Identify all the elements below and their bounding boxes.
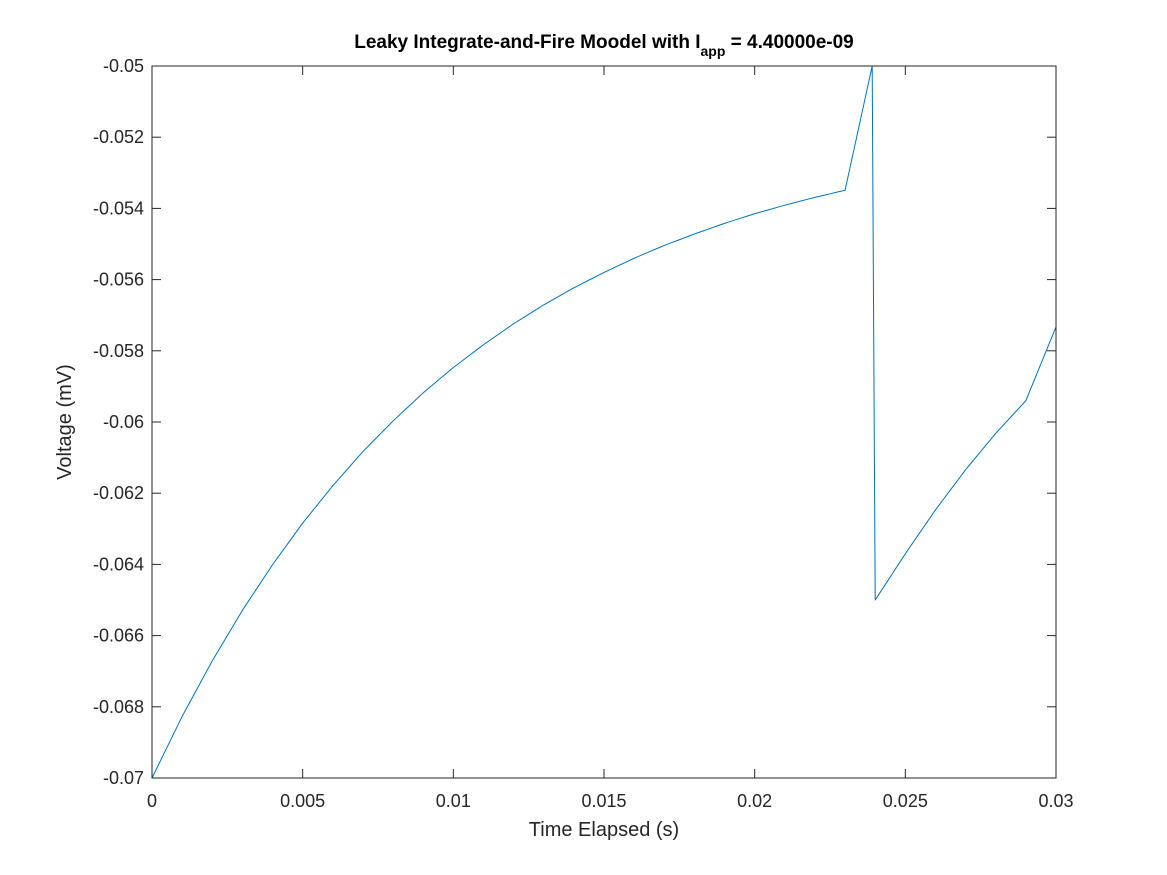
y-tick-label: -0.052 xyxy=(93,127,144,147)
x-tick-label: 0.01 xyxy=(436,791,471,811)
data-point xyxy=(423,392,424,393)
x-tick-label: 0.015 xyxy=(581,791,626,811)
data-point xyxy=(332,485,333,486)
x-tick-labels: 0 0.005 0.01 0.015 0.02 0.025 0.03 xyxy=(147,791,1074,811)
data-point xyxy=(242,610,243,611)
data-point xyxy=(814,197,815,198)
data-point xyxy=(935,509,936,510)
data-point xyxy=(603,272,604,273)
data-point xyxy=(664,245,665,246)
y-tick-label: -0.058 xyxy=(93,341,144,361)
data-point xyxy=(965,469,966,470)
data-point xyxy=(724,223,725,224)
data-point xyxy=(453,367,454,368)
data-point xyxy=(362,451,363,452)
chart-title-suffix: = 4.40000e-09 xyxy=(725,32,853,53)
chart-title: Leaky Integrate-and-Fire Moodel with Iap… xyxy=(354,32,854,59)
y-tick-label: -0.068 xyxy=(93,697,144,717)
y-axis-label: Voltage (mV) xyxy=(54,364,76,480)
x-tick-label: 0 xyxy=(147,791,157,811)
data-point xyxy=(392,420,393,421)
data-point xyxy=(272,564,273,565)
y-tick-label: -0.056 xyxy=(93,270,144,290)
series-line xyxy=(151,65,1057,779)
data-point xyxy=(754,213,755,214)
x-tick-label: 0.02 xyxy=(737,791,772,811)
data-point xyxy=(1025,400,1026,401)
y-tick-labels: -0.07 -0.068 -0.066 -0.064 -0.062 -0.06 -0.058… xyxy=(93,56,144,788)
data-point xyxy=(483,344,484,345)
data-point xyxy=(844,190,845,191)
plot-frame xyxy=(151,65,1057,779)
data-point xyxy=(694,233,695,234)
y-tick-label: -0.062 xyxy=(93,483,144,503)
data-point xyxy=(212,660,213,661)
y-tick-label: -0.054 xyxy=(93,198,144,218)
y-tick-label: -0.07 xyxy=(103,768,144,788)
chart-title-subscript: app xyxy=(701,43,726,59)
x-axis-label: Time Elapsed (s) xyxy=(529,819,679,841)
x-tick-label: 0.03 xyxy=(1038,791,1073,811)
plot-area xyxy=(152,66,1056,778)
data-point xyxy=(784,205,785,206)
y-tick-label: -0.064 xyxy=(93,554,144,574)
data-point xyxy=(995,433,996,434)
x-tick-label: 0.025 xyxy=(883,791,928,811)
x-tick-label: 0.005 xyxy=(280,791,325,811)
series-layer xyxy=(151,65,1057,779)
y-tick-label: -0.06 xyxy=(103,412,144,432)
y-tick-label: -0.05 xyxy=(103,56,144,76)
data-point xyxy=(513,323,514,324)
data-point xyxy=(302,523,303,524)
series-group xyxy=(151,65,1057,779)
data-point xyxy=(182,716,183,717)
data-point xyxy=(573,287,574,288)
data-point xyxy=(543,304,544,305)
chart-title-main: Leaky Integrate-and-Fire Moodel with I xyxy=(354,32,700,53)
data-point xyxy=(634,258,635,259)
data-point xyxy=(875,599,876,600)
data-point xyxy=(905,553,906,554)
y-tick-label: -0.066 xyxy=(93,626,144,646)
